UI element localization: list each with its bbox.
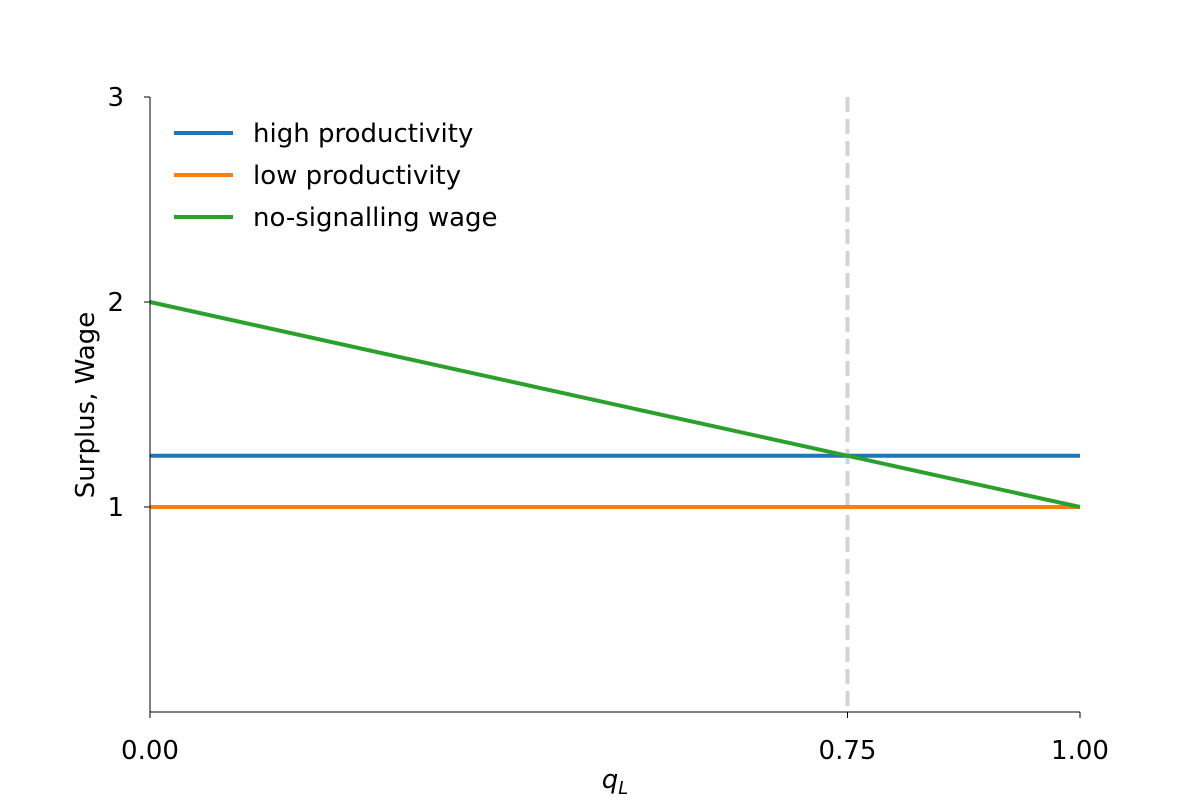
legend-label: no-signalling wage — [253, 203, 498, 233]
legend: high productivity low productivity no-sign… — [174, 119, 498, 233]
y-tick-label: 2 — [107, 288, 124, 318]
y-tick-label: 1 — [107, 493, 124, 523]
x-axis-title-main: q — [602, 765, 619, 795]
x-tick-label: 1.00 — [1051, 736, 1109, 766]
series-line-2 — [149, 300, 1081, 509]
y-tick-label: 3 — [107, 83, 124, 113]
x-tick-label: 0.75 — [819, 736, 877, 766]
legend-label: high productivity — [253, 119, 473, 149]
series-lines — [149, 300, 1081, 509]
axes — [149, 97, 1080, 713]
legend-label: low productivity — [253, 161, 461, 191]
x-tick-label: 0.00 — [121, 736, 179, 766]
y-axis-title: Surplus, Wage — [71, 312, 101, 498]
x-axis-title-subscript: L — [618, 778, 628, 799]
ticks: 1 2 3 0.00 0.75 1.00 — [107, 83, 1108, 766]
x-axis-title: qL — [602, 765, 629, 799]
